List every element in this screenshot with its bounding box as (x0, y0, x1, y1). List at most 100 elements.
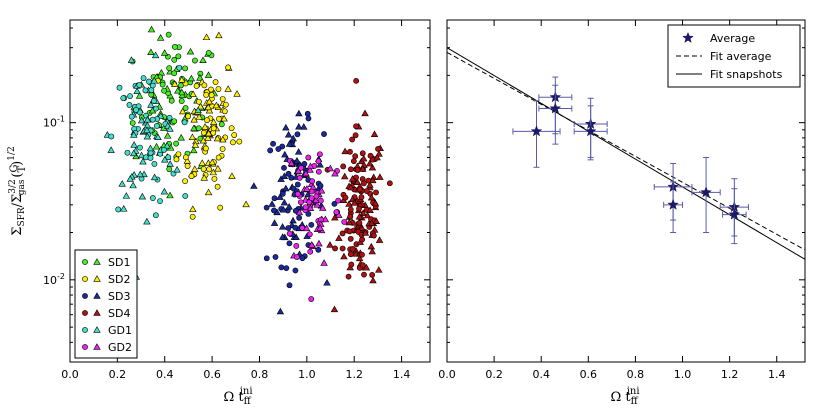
point-sd2 (219, 96, 226, 102)
point-sd2 (191, 141, 200, 148)
point-gd1 (136, 82, 143, 88)
point-sd4 (363, 188, 370, 194)
point-sd4 (368, 163, 377, 171)
point-sd3 (281, 164, 287, 171)
point-gd2 (313, 201, 321, 208)
point-sd4 (347, 235, 354, 242)
average-point (691, 157, 721, 234)
point-sd2 (215, 86, 222, 92)
point-sd4 (359, 209, 367, 216)
point-sd3 (280, 172, 289, 179)
point-sd3 (285, 170, 292, 177)
x-tick-label: 0.6 (580, 368, 598, 381)
point-sd3 (315, 246, 322, 253)
point-gd2 (333, 209, 340, 216)
point-sd2 (233, 90, 241, 97)
x-tick-label: 0.2 (485, 368, 503, 381)
point-sd2 (208, 86, 214, 93)
point-sd4 (367, 242, 376, 250)
point-gd2 (326, 164, 335, 172)
point-sd3 (270, 140, 276, 147)
point-gd1 (151, 51, 160, 59)
point-sd2 (173, 156, 180, 163)
point-gd2 (295, 208, 304, 216)
point-gd2 (302, 169, 310, 177)
point-sd4 (358, 194, 365, 201)
point-gd2 (293, 243, 300, 249)
point-gd2 (317, 186, 326, 194)
legend-marker-triangle (93, 258, 101, 265)
average-star-marker (584, 125, 597, 137)
point-sd3 (275, 146, 282, 152)
point-sd2 (203, 92, 210, 98)
point-sd2 (221, 108, 228, 115)
point-sd2 (228, 125, 235, 132)
legend-marker-circle (82, 276, 88, 282)
point-sd4 (356, 186, 363, 193)
point-gd1 (154, 133, 162, 141)
point-sd4 (350, 158, 357, 165)
point-gd1 (126, 102, 133, 108)
point-gd2 (313, 193, 320, 200)
point-gd1 (139, 157, 147, 165)
point-sd2 (224, 85, 232, 92)
point-sd4 (368, 247, 376, 255)
point-sd4 (355, 212, 364, 220)
series-gd2 (286, 151, 348, 302)
point-gd1 (128, 113, 135, 120)
x-tick-label: 0.0 (61, 368, 79, 381)
x-tick-label: 1.0 (298, 368, 316, 381)
point-sd1 (160, 49, 169, 56)
point-gd1 (127, 93, 133, 100)
point-sd2 (189, 213, 196, 220)
point-sd2 (212, 101, 221, 109)
point-sd3 (295, 122, 303, 130)
point-gd2 (308, 241, 316, 248)
point-sd4 (369, 176, 377, 184)
point-sd1 (171, 118, 178, 125)
point-sd3 (276, 307, 285, 315)
point-sd2 (204, 134, 212, 141)
point-sd3 (267, 147, 274, 154)
point-sd3 (316, 160, 324, 168)
point-gd2 (297, 199, 304, 206)
average-star-marker (700, 186, 712, 198)
left-scatter-points (103, 25, 393, 315)
point-sd2 (231, 132, 238, 138)
point-sd1 (173, 140, 180, 147)
point-gd2 (341, 219, 348, 225)
point-sd4 (360, 154, 368, 162)
point-sd1 (135, 92, 144, 99)
point-gd2 (316, 224, 324, 231)
average-point (538, 84, 573, 145)
point-sd2 (200, 166, 207, 172)
point-sd2 (228, 172, 236, 179)
point-gd2 (308, 195, 315, 201)
point-sd4 (345, 218, 354, 226)
point-sd4 (360, 180, 367, 187)
point-gd1 (165, 154, 172, 161)
x-tick-label: 0.0 (438, 368, 456, 381)
point-sd4 (340, 163, 347, 170)
x-tick-label: 0.8 (251, 368, 269, 381)
point-sd1 (171, 56, 178, 63)
point-sd3 (285, 225, 292, 231)
point-gd1 (150, 76, 158, 84)
point-sd4 (375, 266, 383, 273)
point-sd4 (330, 305, 339, 313)
point-sd2 (219, 135, 227, 143)
point-gd2 (293, 254, 300, 260)
point-sd1 (166, 191, 174, 199)
point-gd2 (315, 239, 323, 247)
point-sd4 (326, 241, 334, 248)
legend-label-sd3: SD3 (108, 290, 130, 303)
point-gd1 (181, 119, 188, 126)
point-sd2 (178, 76, 186, 83)
point-sd3 (268, 200, 276, 207)
right-y-ticks (447, 27, 805, 363)
point-sd3 (263, 255, 270, 262)
average-star-marker (549, 102, 562, 114)
point-gd1 (143, 116, 152, 123)
point-sd4 (340, 252, 348, 260)
point-sd2 (201, 82, 208, 89)
